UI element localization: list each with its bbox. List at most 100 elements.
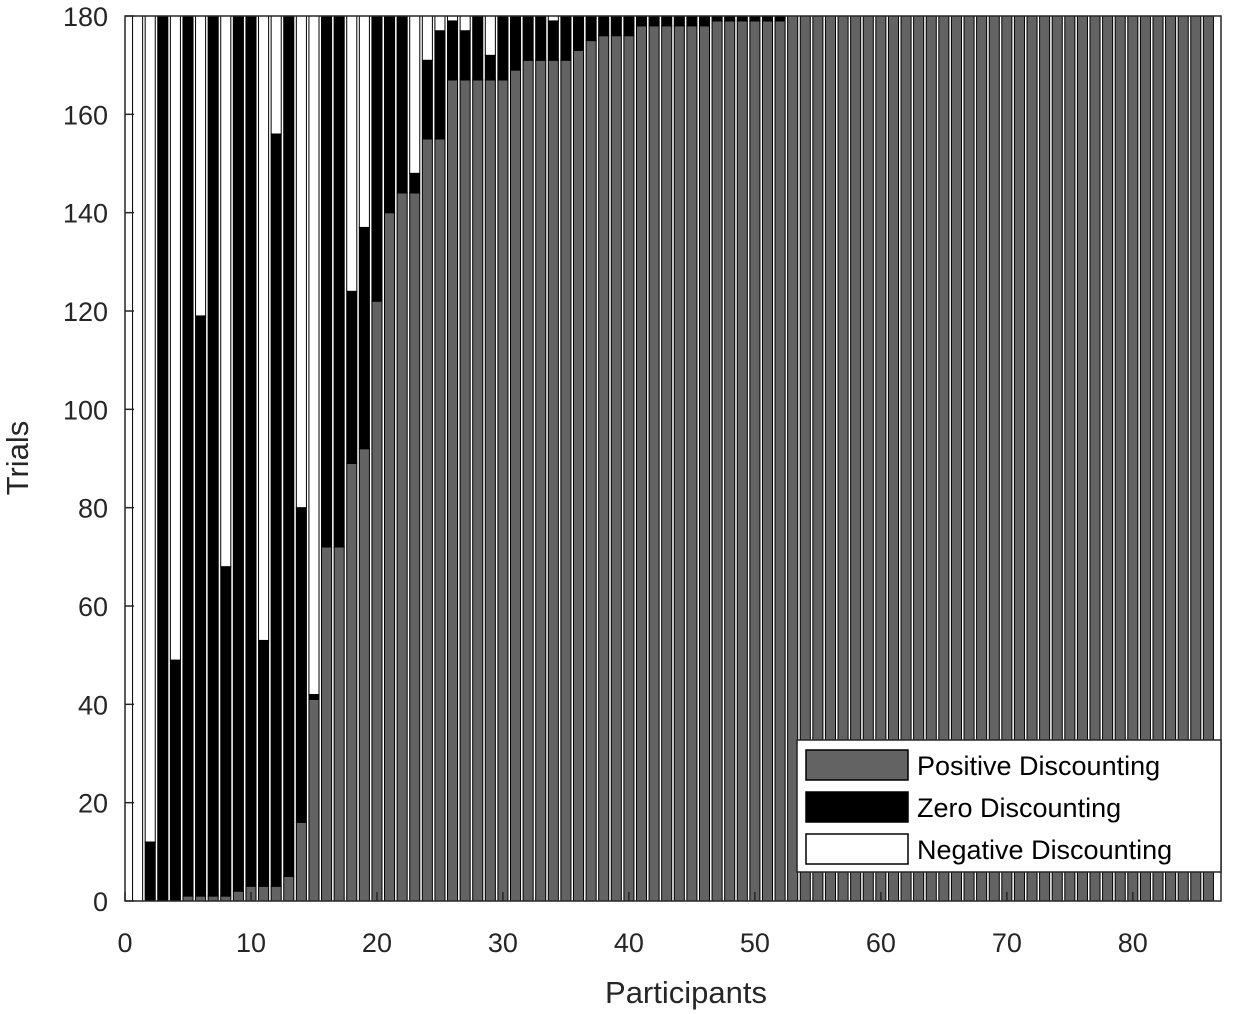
bar-segment-positive-25 xyxy=(434,138,446,902)
x-tick-label-60: 60 xyxy=(866,928,896,958)
bar-segment-positive-47 xyxy=(711,20,723,902)
bar-segment-zero-12 xyxy=(270,133,282,887)
bar-segment-positive-42 xyxy=(648,25,660,902)
plot-frame xyxy=(124,15,1222,902)
bar-segment-positive-32 xyxy=(522,59,534,902)
y-tick-label-0: 0 xyxy=(93,887,108,917)
bar-segment-positive-29 xyxy=(484,79,496,902)
legend-swatch-positive xyxy=(805,749,909,781)
bar-segment-zero-24 xyxy=(421,59,433,140)
bar-segment-zero-39 xyxy=(610,15,622,37)
bar-segment-zero-5 xyxy=(182,15,194,897)
bar-segment-positive-27 xyxy=(459,79,471,902)
bar-segment-positive-46 xyxy=(698,25,711,902)
y-axis: 0 20 40 60 80 100 120 140 160 180 xyxy=(63,2,134,917)
bar-segment-zero-22 xyxy=(396,15,408,194)
bar-segment-negative-12 xyxy=(270,15,282,135)
bar-segment-zero-16 xyxy=(321,15,333,548)
bar-segment-positive-28 xyxy=(472,79,484,902)
bar-segment-zero-13 xyxy=(283,15,295,877)
x-tick-label-20: 20 xyxy=(362,928,392,958)
x-tick-label-50: 50 xyxy=(740,928,770,958)
bar-segment-positive-45 xyxy=(686,25,698,902)
bar-segment-negative-6 xyxy=(195,15,207,317)
bar-segment-negative-18 xyxy=(346,15,358,292)
bar-segment-positive-9 xyxy=(232,890,244,902)
bar-segment-positive-48 xyxy=(724,20,736,902)
bar-segment-positive-40 xyxy=(623,35,635,902)
bar-segment-positive-38 xyxy=(598,35,610,902)
y-tick-label-180: 180 xyxy=(63,2,108,32)
bar-segment-zero-18 xyxy=(346,290,358,464)
bar-segment-positive-43 xyxy=(661,25,673,902)
legend: Positive Discounting Zero Discounting Ne… xyxy=(796,739,1222,873)
bar-segment-negative-15 xyxy=(308,15,320,695)
bar-segment-positive-44 xyxy=(673,25,685,902)
x-tick-label-40: 40 xyxy=(614,928,644,958)
bar-segment-positive-35 xyxy=(560,59,572,902)
bar-segment-zero-4 xyxy=(169,659,181,902)
bar-segment-positive-36 xyxy=(572,49,585,902)
bar-segment-positive-22 xyxy=(396,192,408,902)
y-tick-label-40: 40 xyxy=(78,690,108,720)
bar-segment-zero-32 xyxy=(522,15,534,61)
y-tick-label-80: 80 xyxy=(78,494,108,524)
bar-segment-zero-28 xyxy=(472,15,484,81)
bar-segment-zero-31 xyxy=(509,15,522,71)
bar-segment-zero-45 xyxy=(686,15,698,27)
bar-segment-positive-16 xyxy=(321,546,333,902)
bar-segment-negative-8 xyxy=(220,15,232,568)
bar-segment-positive-11 xyxy=(258,885,270,902)
bar-segment-negative-24 xyxy=(421,15,433,61)
bar-segment-negative-19 xyxy=(358,15,370,228)
x-tick-label-70: 70 xyxy=(992,928,1022,958)
bar-segment-zero-19 xyxy=(358,226,370,450)
bar-segment-positive-33 xyxy=(535,59,547,902)
y-tick-label-20: 20 xyxy=(78,789,108,819)
bar-segment-positive-17 xyxy=(333,546,345,902)
bar-segment-positive-19 xyxy=(358,448,370,902)
bar-segment-zero-37 xyxy=(585,15,597,42)
bar-segment-zero-15 xyxy=(308,694,320,700)
y-axis-title: Trials xyxy=(0,421,35,496)
bar-segment-zero-25 xyxy=(434,30,446,140)
bar-segment-positive-30 xyxy=(497,79,509,902)
bar-segment-negative-2 xyxy=(144,15,156,843)
bar-segment-zero-7 xyxy=(207,15,219,897)
bar-segment-positive-12 xyxy=(270,885,282,902)
bar-segment-zero-20 xyxy=(371,15,383,302)
x-axis-title: Participants xyxy=(605,975,767,1010)
bar-segment-positive-26 xyxy=(447,79,459,902)
bar-segment-zero-2 xyxy=(144,841,156,902)
x-tick-label-80: 80 xyxy=(1118,928,1148,958)
legend-label-zero: Zero Discounting xyxy=(917,793,1121,823)
bar-segment-positive-39 xyxy=(610,35,622,902)
bar-segment-negative-1 xyxy=(132,15,144,902)
bar-segment-zero-3 xyxy=(157,15,169,902)
bar-segment-zero-14 xyxy=(295,507,307,823)
bar-segment-zero-36 xyxy=(572,15,585,51)
bar-segment-zero-34 xyxy=(547,20,559,61)
bar-segment-zero-17 xyxy=(333,15,345,548)
bar-segment-positive-13 xyxy=(283,875,295,902)
bar-segment-negative-4 xyxy=(169,15,181,661)
bar-segment-positive-34 xyxy=(547,59,559,902)
x-axis: 0 10 20 30 40 50 60 70 80 xyxy=(117,892,1148,958)
bar-segment-positive-21 xyxy=(384,212,396,902)
bar-segment-positive-37 xyxy=(585,40,597,902)
bar-segment-positive-24 xyxy=(421,138,433,902)
bar-segment-zero-21 xyxy=(384,15,396,214)
bar-segment-positive-18 xyxy=(346,462,358,902)
bar-segment-zero-8 xyxy=(220,566,232,897)
bar-segment-positive-23 xyxy=(409,192,421,902)
bar-segment-zero-30 xyxy=(497,15,509,81)
legend-swatch-negative xyxy=(805,833,909,865)
bar-segment-zero-27 xyxy=(459,30,471,81)
x-tick-label-30: 30 xyxy=(488,928,518,958)
bar-segment-zero-10 xyxy=(245,15,257,887)
bar-segment-zero-41 xyxy=(635,15,648,27)
bar-segment-positive-52 xyxy=(774,20,786,902)
x-tick-label-0: 0 xyxy=(117,928,132,958)
y-tick-label-100: 100 xyxy=(63,395,108,425)
